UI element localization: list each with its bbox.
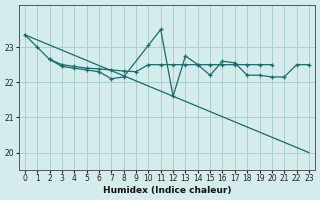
X-axis label: Humidex (Indice chaleur): Humidex (Indice chaleur) xyxy=(103,186,231,195)
